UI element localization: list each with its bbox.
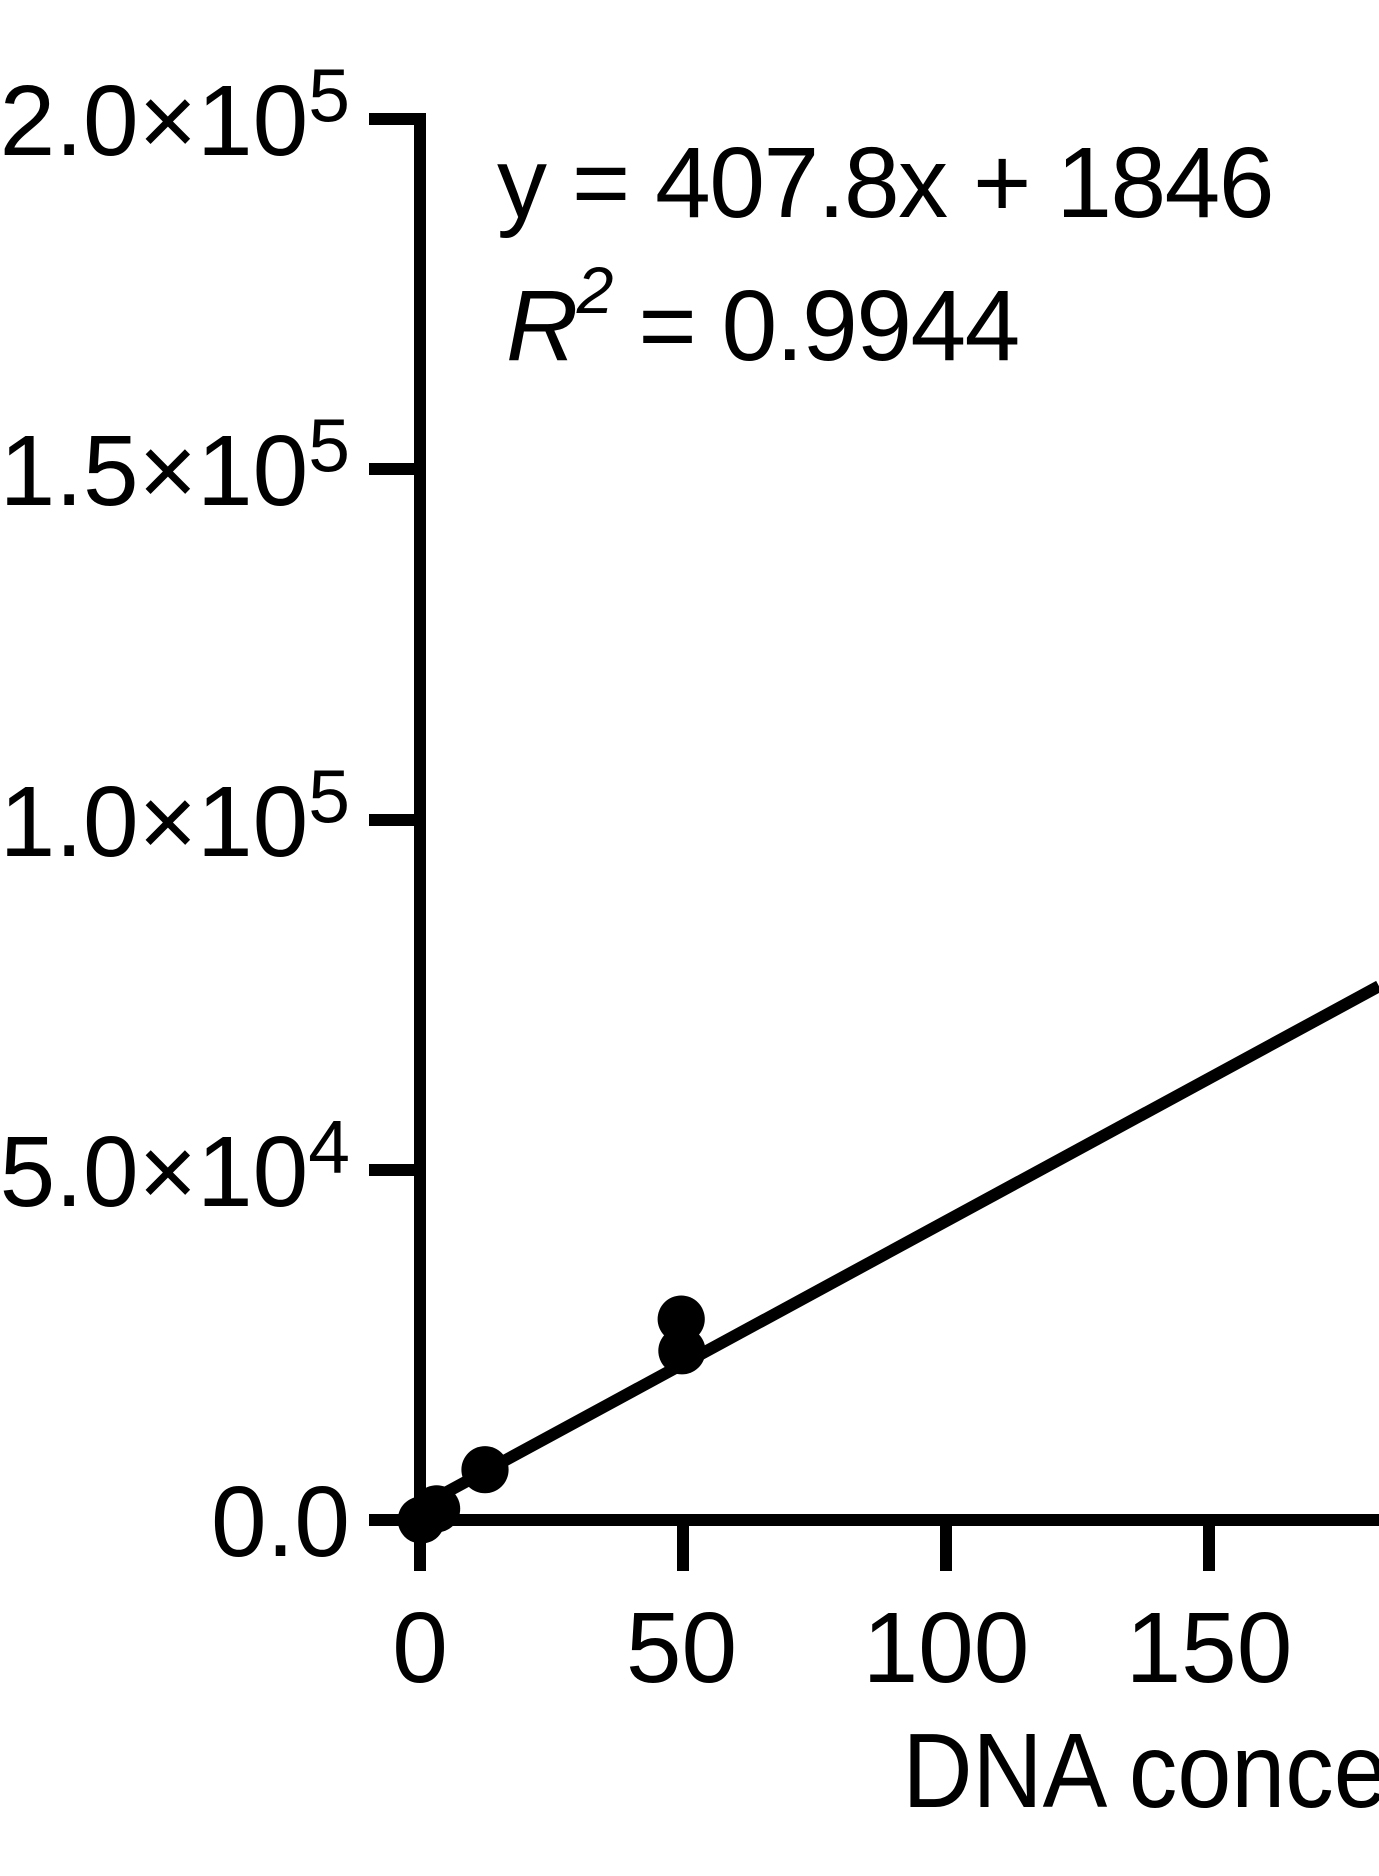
svg-text:R2 = 0.9944: R2 = 0.9944	[506, 253, 1019, 382]
svg-text:50: 50	[626, 1592, 737, 1704]
svg-text:5.0×104: 5.0×104	[0, 1104, 350, 1227]
svg-text:1.5×105: 1.5×105	[0, 403, 350, 526]
svg-text:150: 150	[1126, 1592, 1293, 1704]
svg-text:0: 0	[392, 1592, 448, 1704]
svg-text:1.0×105: 1.0×105	[0, 754, 350, 877]
svg-text:DNA concentration (ng/mL): DNA concentration (ng/mL)	[903, 1712, 1379, 1830]
svg-text:100: 100	[863, 1592, 1030, 1704]
svg-text:2.0×105: 2.0×105	[0, 53, 350, 176]
svg-text:y = 407.8x + 1846: y = 407.8x + 1846	[497, 127, 1273, 239]
svg-text:0.0: 0.0	[211, 1466, 350, 1578]
